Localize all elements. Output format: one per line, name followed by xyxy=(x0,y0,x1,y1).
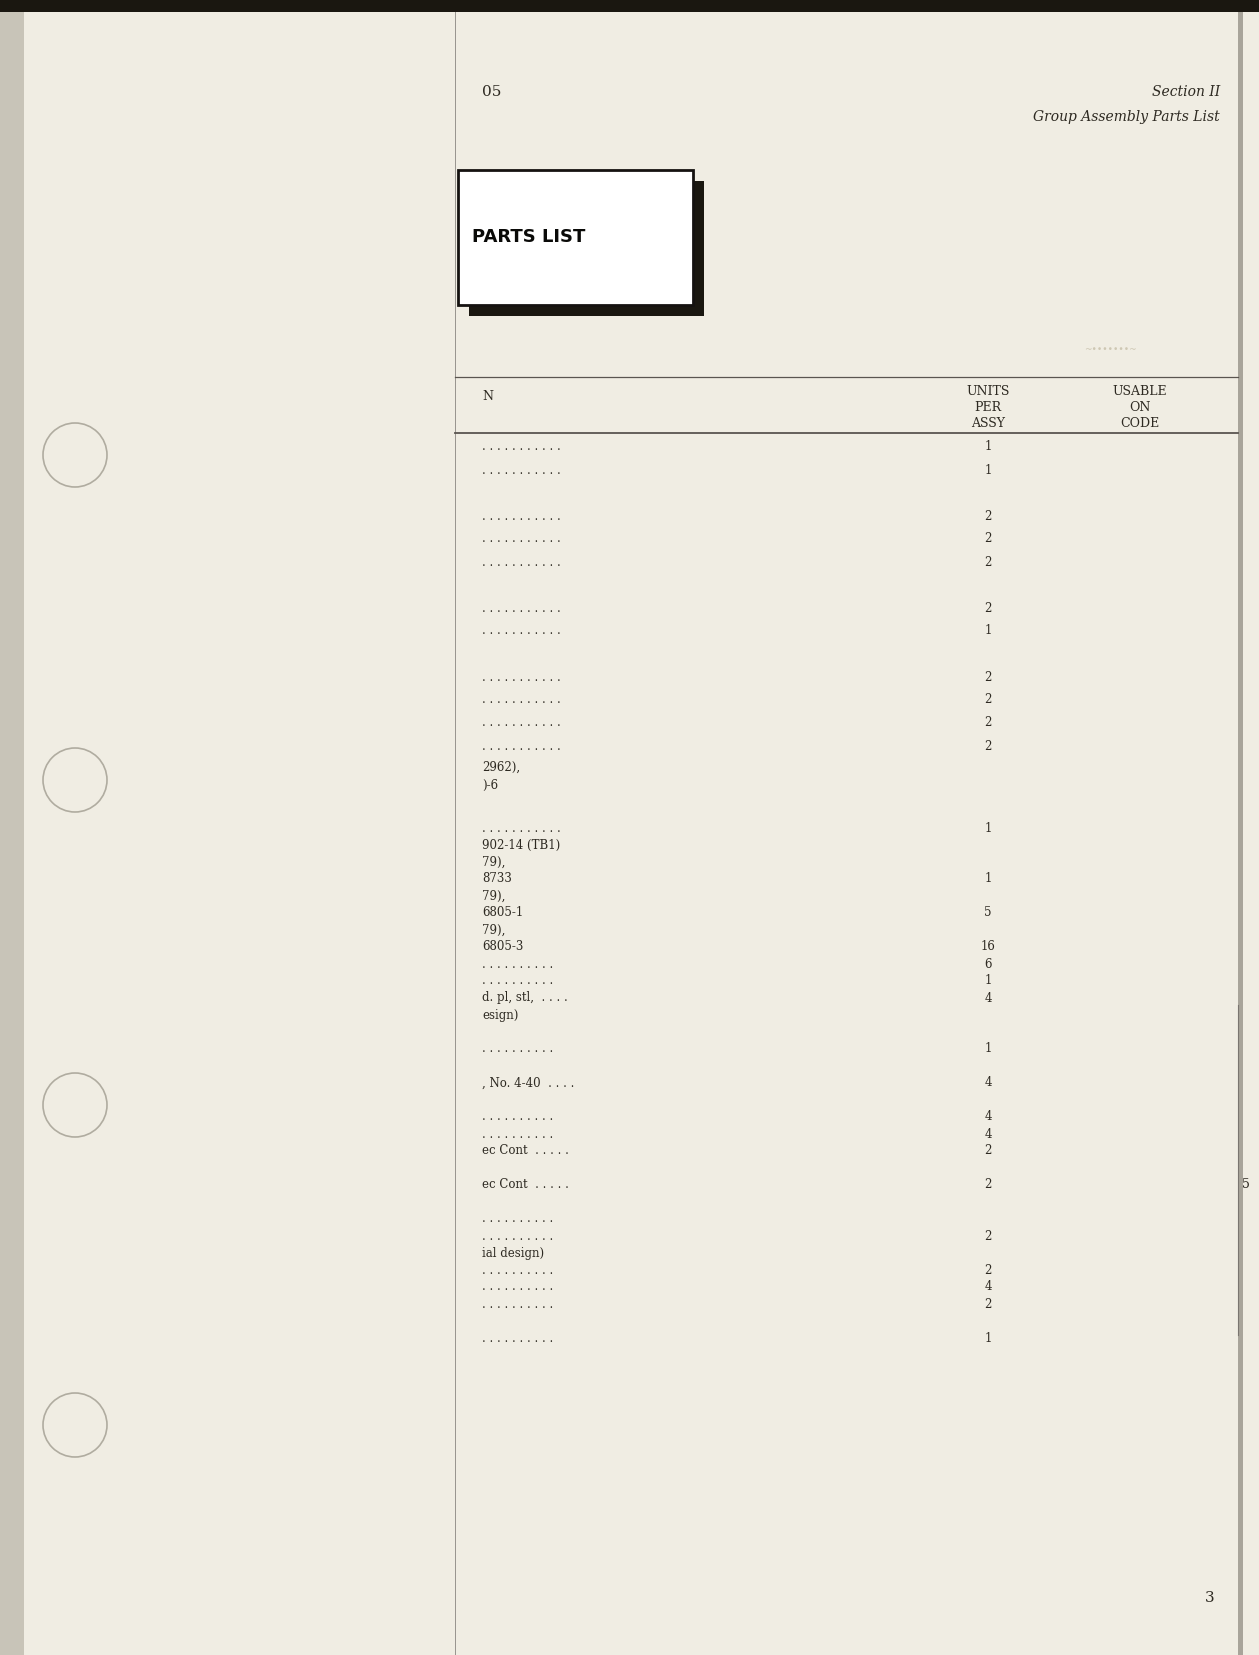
Text: 79),: 79), xyxy=(482,856,505,869)
Text: . . . . . . . . . .: . . . . . . . . . . xyxy=(482,1111,553,1124)
Text: . . . . . . . . . . .: . . . . . . . . . . . xyxy=(482,670,560,684)
Text: . . . . . . . . . .: . . . . . . . . . . xyxy=(482,1230,553,1243)
Bar xyxy=(0,0,1259,12)
Text: 1: 1 xyxy=(985,821,992,834)
Text: ec Cont  . . . . .: ec Cont . . . . . xyxy=(482,1145,569,1157)
Text: . . . . . . . . . . .: . . . . . . . . . . . xyxy=(482,717,560,730)
Text: 1: 1 xyxy=(985,872,992,885)
Text: . . . . . . . . . . .: . . . . . . . . . . . xyxy=(482,510,560,523)
Text: . . . . . . . . . .: . . . . . . . . . . xyxy=(482,1127,553,1140)
Text: 2: 2 xyxy=(985,510,992,523)
Text: . . . . . . . . . .: . . . . . . . . . . xyxy=(482,1298,553,1311)
Text: . . . . . . . . . . .: . . . . . . . . . . . xyxy=(482,601,560,614)
Text: 1: 1 xyxy=(985,624,992,637)
Text: 2: 2 xyxy=(985,1178,992,1192)
Text: 2: 2 xyxy=(985,693,992,707)
Text: , No. 4-40  . . . .: , No. 4-40 . . . . xyxy=(482,1076,574,1089)
Text: Section II: Section II xyxy=(1152,84,1220,99)
Text: . . . . . . . . . . .: . . . . . . . . . . . xyxy=(482,624,560,637)
Circle shape xyxy=(43,1394,107,1456)
Text: esign): esign) xyxy=(482,1008,519,1021)
Circle shape xyxy=(43,424,107,487)
Text: 4: 4 xyxy=(985,1111,992,1124)
Text: . . . . . . . . . .: . . . . . . . . . . xyxy=(482,1213,553,1225)
Text: 2: 2 xyxy=(985,533,992,546)
Bar xyxy=(458,170,692,305)
Text: 2: 2 xyxy=(985,1230,992,1243)
Text: d. pl, stl,  . . . .: d. pl, stl, . . . . xyxy=(482,991,568,1005)
Text: 8733: 8733 xyxy=(482,872,512,885)
Text: . . . . . . . . . .: . . . . . . . . . . xyxy=(482,1332,553,1344)
Text: . . . . . . . . . . .: . . . . . . . . . . . xyxy=(482,556,560,569)
Text: ial design): ial design) xyxy=(482,1246,544,1259)
Text: . . . . . . . . . .: . . . . . . . . . . xyxy=(482,958,553,970)
Text: . . . . . . . . . . .: . . . . . . . . . . . xyxy=(482,463,560,477)
Text: 1: 1 xyxy=(985,1332,992,1344)
Text: . . . . . . . . . .: . . . . . . . . . . xyxy=(482,1281,553,1294)
Text: 1: 1 xyxy=(985,440,992,453)
Text: 3: 3 xyxy=(1205,1590,1215,1605)
Text: . . . . . . . . . .: . . . . . . . . . . xyxy=(482,1043,553,1056)
Text: 4: 4 xyxy=(985,1076,992,1089)
Text: 6805-3: 6805-3 xyxy=(482,940,524,953)
Text: . . . . . . . . . . .: . . . . . . . . . . . xyxy=(482,740,560,753)
Text: 5: 5 xyxy=(1243,1178,1250,1192)
Text: 5: 5 xyxy=(985,907,992,920)
Text: . . . . . . . . . .: . . . . . . . . . . xyxy=(482,975,553,988)
Text: 2: 2 xyxy=(985,1145,992,1157)
Text: . . . . . . . . . . .: . . . . . . . . . . . xyxy=(482,440,560,453)
Text: 79),: 79), xyxy=(482,923,505,937)
Text: 2962),: 2962), xyxy=(482,761,520,773)
Text: 2: 2 xyxy=(985,740,992,753)
Text: PARTS LIST: PARTS LIST xyxy=(472,228,585,247)
Text: 2: 2 xyxy=(985,1298,992,1311)
Text: 2: 2 xyxy=(985,1263,992,1276)
Text: 2: 2 xyxy=(985,601,992,614)
Text: 2: 2 xyxy=(985,556,992,569)
Text: UNITS
PER
ASSY: UNITS PER ASSY xyxy=(967,386,1010,430)
Text: )-6: )-6 xyxy=(482,778,499,791)
Bar xyxy=(1238,0,1243,1655)
Bar xyxy=(470,180,704,316)
Text: . . . . . . . . . . .: . . . . . . . . . . . xyxy=(482,821,560,834)
Text: 79),: 79), xyxy=(482,889,505,902)
Text: 16: 16 xyxy=(981,940,996,953)
Text: N: N xyxy=(482,391,494,404)
Text: . . . . . . . . . .: . . . . . . . . . . xyxy=(482,1263,553,1276)
Text: 1: 1 xyxy=(985,463,992,477)
Text: 6: 6 xyxy=(985,958,992,970)
Text: 4: 4 xyxy=(985,991,992,1005)
Text: 2: 2 xyxy=(985,717,992,730)
Text: 1: 1 xyxy=(985,1043,992,1056)
Text: . . . . . . . . . . .: . . . . . . . . . . . xyxy=(482,693,560,707)
Text: 1: 1 xyxy=(985,975,992,988)
Text: . . . . . . . . . . .: . . . . . . . . . . . xyxy=(482,533,560,546)
Circle shape xyxy=(43,748,107,813)
Text: ~•••••••~: ~•••••••~ xyxy=(1084,346,1137,354)
Text: 05: 05 xyxy=(482,84,501,99)
Text: 4: 4 xyxy=(985,1281,992,1294)
Text: Group Assembly Parts List: Group Assembly Parts List xyxy=(1034,109,1220,124)
Text: ec Cont  . . . . .: ec Cont . . . . . xyxy=(482,1178,569,1192)
Bar xyxy=(0,0,24,1655)
Text: 2: 2 xyxy=(985,670,992,684)
Text: USABLE
ON
CODE: USABLE ON CODE xyxy=(1113,386,1167,430)
Text: 902-14 (TB1): 902-14 (TB1) xyxy=(482,839,560,852)
Text: 4: 4 xyxy=(985,1127,992,1140)
Circle shape xyxy=(43,1072,107,1137)
Text: 6805-1: 6805-1 xyxy=(482,907,524,920)
